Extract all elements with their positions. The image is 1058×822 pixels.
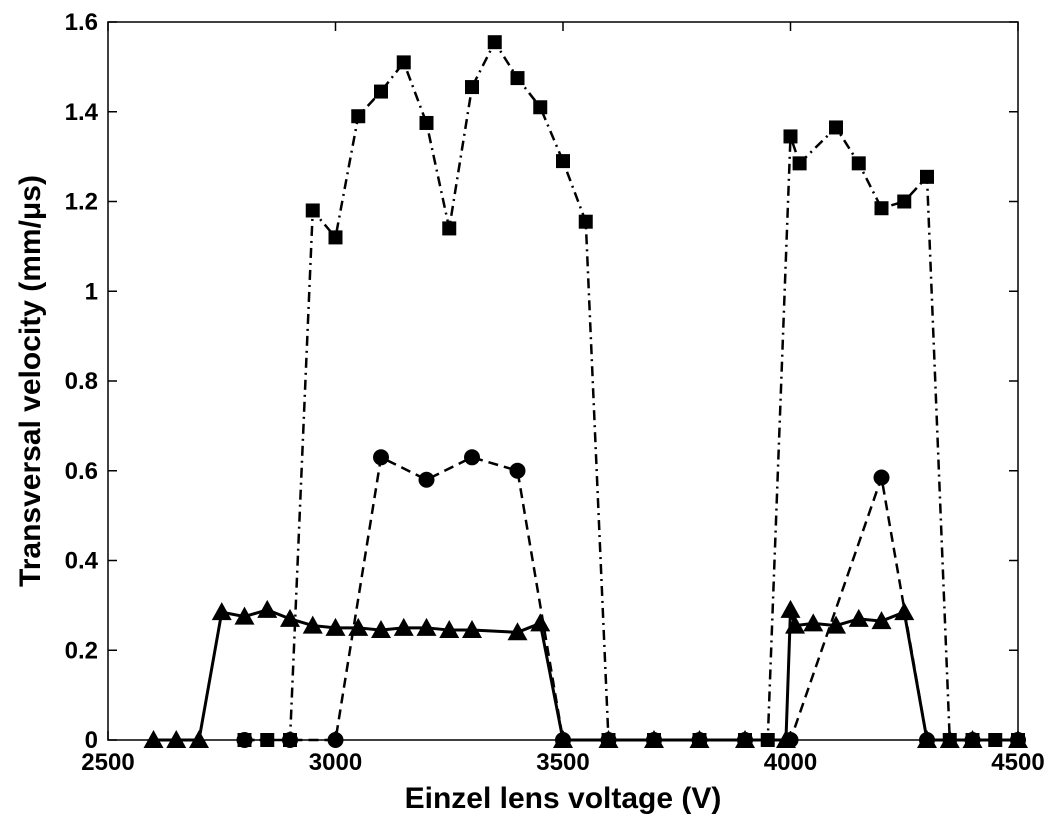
x-tick-label: 4000 bbox=[764, 749, 817, 776]
square-marker bbox=[920, 169, 934, 184]
square-marker bbox=[260, 733, 275, 747]
y-tick-label: 1.2 bbox=[65, 189, 98, 216]
triangle-marker bbox=[234, 606, 255, 625]
square-marker bbox=[351, 109, 366, 124]
triangle-marker bbox=[803, 613, 824, 632]
triangle-marker bbox=[689, 730, 710, 748]
square-marker bbox=[760, 733, 775, 747]
triangle-marker bbox=[644, 730, 664, 748]
circle-marker bbox=[873, 469, 890, 486]
square-marker bbox=[578, 214, 593, 229]
circle-marker bbox=[327, 732, 344, 748]
y-axis-label: Transversal velocity (mm/μs) bbox=[14, 175, 47, 587]
triangle-marker bbox=[211, 602, 232, 621]
triangle-marker bbox=[439, 620, 460, 639]
triangle-marker bbox=[894, 602, 915, 621]
triangle-marker bbox=[393, 617, 414, 636]
circle-marker bbox=[418, 471, 435, 488]
y-tick-label: 0.4 bbox=[65, 548, 99, 575]
x-tick-label: 3500 bbox=[536, 749, 589, 776]
triangle-marker bbox=[598, 730, 619, 748]
square-marker bbox=[851, 156, 866, 171]
square-marker bbox=[792, 156, 807, 171]
y-tick-label: 1.6 bbox=[65, 9, 98, 36]
x-tick-label: 2500 bbox=[81, 749, 134, 776]
square-marker bbox=[783, 129, 798, 144]
triangle-marker bbox=[189, 730, 209, 748]
triangle-marker bbox=[785, 615, 806, 634]
y-tick-label: 0.6 bbox=[65, 458, 98, 485]
y-tick-label: 1 bbox=[85, 278, 98, 305]
y-tick-label: 0.2 bbox=[65, 637, 98, 664]
square-marker bbox=[442, 221, 457, 236]
triangle-marker bbox=[462, 620, 482, 639]
triangle-marker bbox=[826, 615, 846, 634]
triangle-marker bbox=[530, 613, 551, 632]
triangle-marker bbox=[780, 599, 801, 618]
circle-marker bbox=[236, 732, 253, 748]
x-axis-label: Einzel lens voltage (V) bbox=[405, 782, 722, 815]
triangle-marker bbox=[371, 620, 391, 639]
square-marker bbox=[556, 154, 570, 169]
y-tick-label: 0 bbox=[85, 727, 98, 754]
triangle-marker bbox=[302, 615, 323, 634]
triangle-marker bbox=[348, 617, 369, 636]
square-marker bbox=[988, 733, 1003, 747]
triangle-marker bbox=[143, 730, 164, 748]
square-marker bbox=[487, 35, 502, 50]
square-marker bbox=[874, 201, 889, 216]
square-marker bbox=[533, 100, 548, 115]
square-marker bbox=[305, 203, 320, 218]
triangle-marker bbox=[166, 730, 187, 748]
square-marker bbox=[419, 115, 434, 130]
triangle-marker bbox=[507, 622, 528, 641]
series-line bbox=[244, 455, 1018, 742]
plot-frame bbox=[107, 21, 1019, 741]
x-tick-label: 4500 bbox=[991, 749, 1044, 776]
triangle-marker bbox=[871, 611, 892, 630]
square-marker bbox=[897, 194, 912, 209]
triangle-marker bbox=[416, 617, 437, 636]
triangle-marker bbox=[280, 608, 300, 627]
circle-marker bbox=[509, 462, 526, 479]
triangle-marker bbox=[553, 730, 573, 748]
square-marker bbox=[396, 55, 411, 70]
triangle-marker bbox=[775, 730, 796, 748]
square-marker bbox=[328, 230, 343, 245]
square-marker bbox=[465, 80, 479, 95]
circle-marker bbox=[464, 449, 480, 466]
square-marker bbox=[374, 84, 388, 99]
triangle-marker bbox=[939, 730, 960, 748]
square-marker bbox=[510, 71, 525, 86]
square-marker bbox=[829, 120, 843, 135]
triangle-marker bbox=[257, 599, 278, 618]
x-tick-label: 3000 bbox=[309, 749, 362, 776]
triangle-marker bbox=[848, 608, 869, 627]
y-tick-label: 0.8 bbox=[65, 368, 98, 395]
triangle-marker bbox=[325, 617, 346, 636]
triangle-marker bbox=[735, 730, 755, 748]
circle-marker bbox=[282, 732, 298, 748]
circle-marker bbox=[373, 449, 389, 466]
triangle-marker bbox=[962, 730, 983, 748]
y-tick-label: 1.4 bbox=[65, 99, 99, 126]
triangle-marker bbox=[1008, 730, 1028, 748]
series-line bbox=[153, 608, 1018, 742]
triangle-marker bbox=[917, 730, 937, 748]
